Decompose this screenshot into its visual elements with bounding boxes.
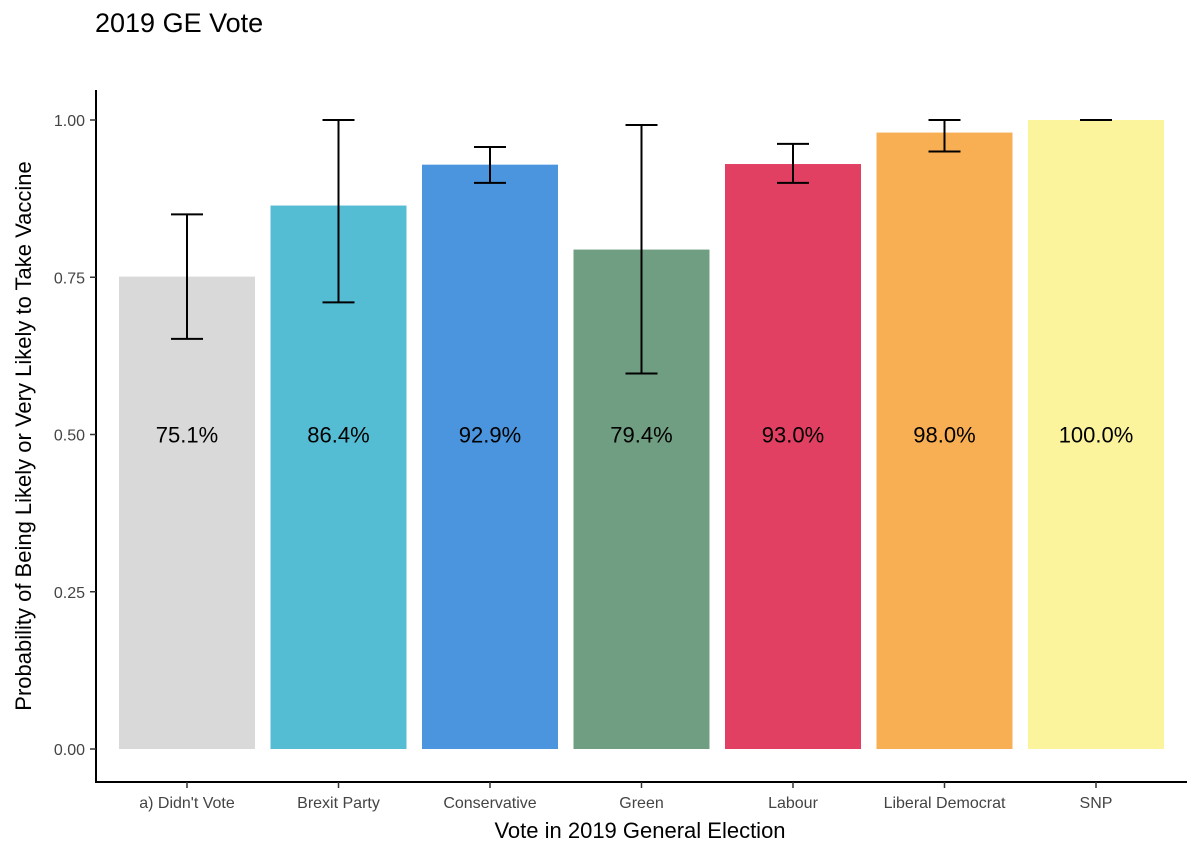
bar-labels-group: 75.1% 86.4% 92.9% 79.4% 93.0% 98.0% 100.0% xyxy=(156,423,1134,448)
bar-liberal-democrat xyxy=(876,132,1013,749)
error-bars-group xyxy=(171,119,1112,375)
data-label-green: 79.4% xyxy=(610,423,672,448)
bars-group xyxy=(119,120,1164,749)
x-tick-label-brexit-party: Brexit Party xyxy=(297,795,380,812)
data-label-a-didn-t-vote: 75.1% xyxy=(156,423,218,448)
y-tick-label: 0.25 xyxy=(54,585,85,602)
y-axis-ticks: 0.00 0.25 0.50 0.75 1.00 xyxy=(54,113,96,759)
data-label-snp: 100.0% xyxy=(1059,423,1134,448)
y-tick-label: 0.75 xyxy=(54,270,85,287)
error-bar-brexit-party xyxy=(322,119,355,304)
error-bar-liberal-democrat xyxy=(928,119,961,153)
bar-a-didn-t-vote xyxy=(119,276,255,749)
bar-conservative xyxy=(422,164,558,749)
error-bar-a-didn-t-vote xyxy=(171,213,203,340)
x-tick-label-liberal-democrat: Liberal Democrat xyxy=(884,795,1006,812)
data-label-brexit-party: 86.4% xyxy=(307,423,369,448)
x-tick-label-snp: SNP xyxy=(1080,795,1113,812)
bar-snp xyxy=(1028,120,1164,749)
error-bar-labour xyxy=(777,142,809,184)
x-axis-ticks: a) Didn't Vote Brexit Party Conservative Gr… xyxy=(139,782,1112,812)
y-axis-title: Probability of Being Likely or Very Like… xyxy=(11,161,36,710)
data-label-labour: 93.0% xyxy=(762,423,824,448)
y-tick-label: 0.50 xyxy=(54,428,85,445)
x-tick-label-green: Green xyxy=(619,795,663,812)
y-tick-label: 0.00 xyxy=(54,742,85,759)
data-label-conservative: 92.9% xyxy=(459,423,521,448)
error-bar-green xyxy=(625,124,658,375)
x-tick-label-conservative: Conservative xyxy=(443,795,536,812)
error-bar-conservative xyxy=(474,146,506,184)
data-label-liberal-democrat: 98.0% xyxy=(913,423,975,448)
x-tick-label-labour: Labour xyxy=(768,795,818,812)
x-axis-title: Vote in 2019 General Election xyxy=(494,818,785,843)
chart-title: 2019 GE Vote xyxy=(95,8,264,38)
bar-labour xyxy=(725,164,861,749)
x-tick-label-a-didn-t-vote: a) Didn't Vote xyxy=(139,795,235,812)
y-tick-label: 1.00 xyxy=(54,113,85,130)
